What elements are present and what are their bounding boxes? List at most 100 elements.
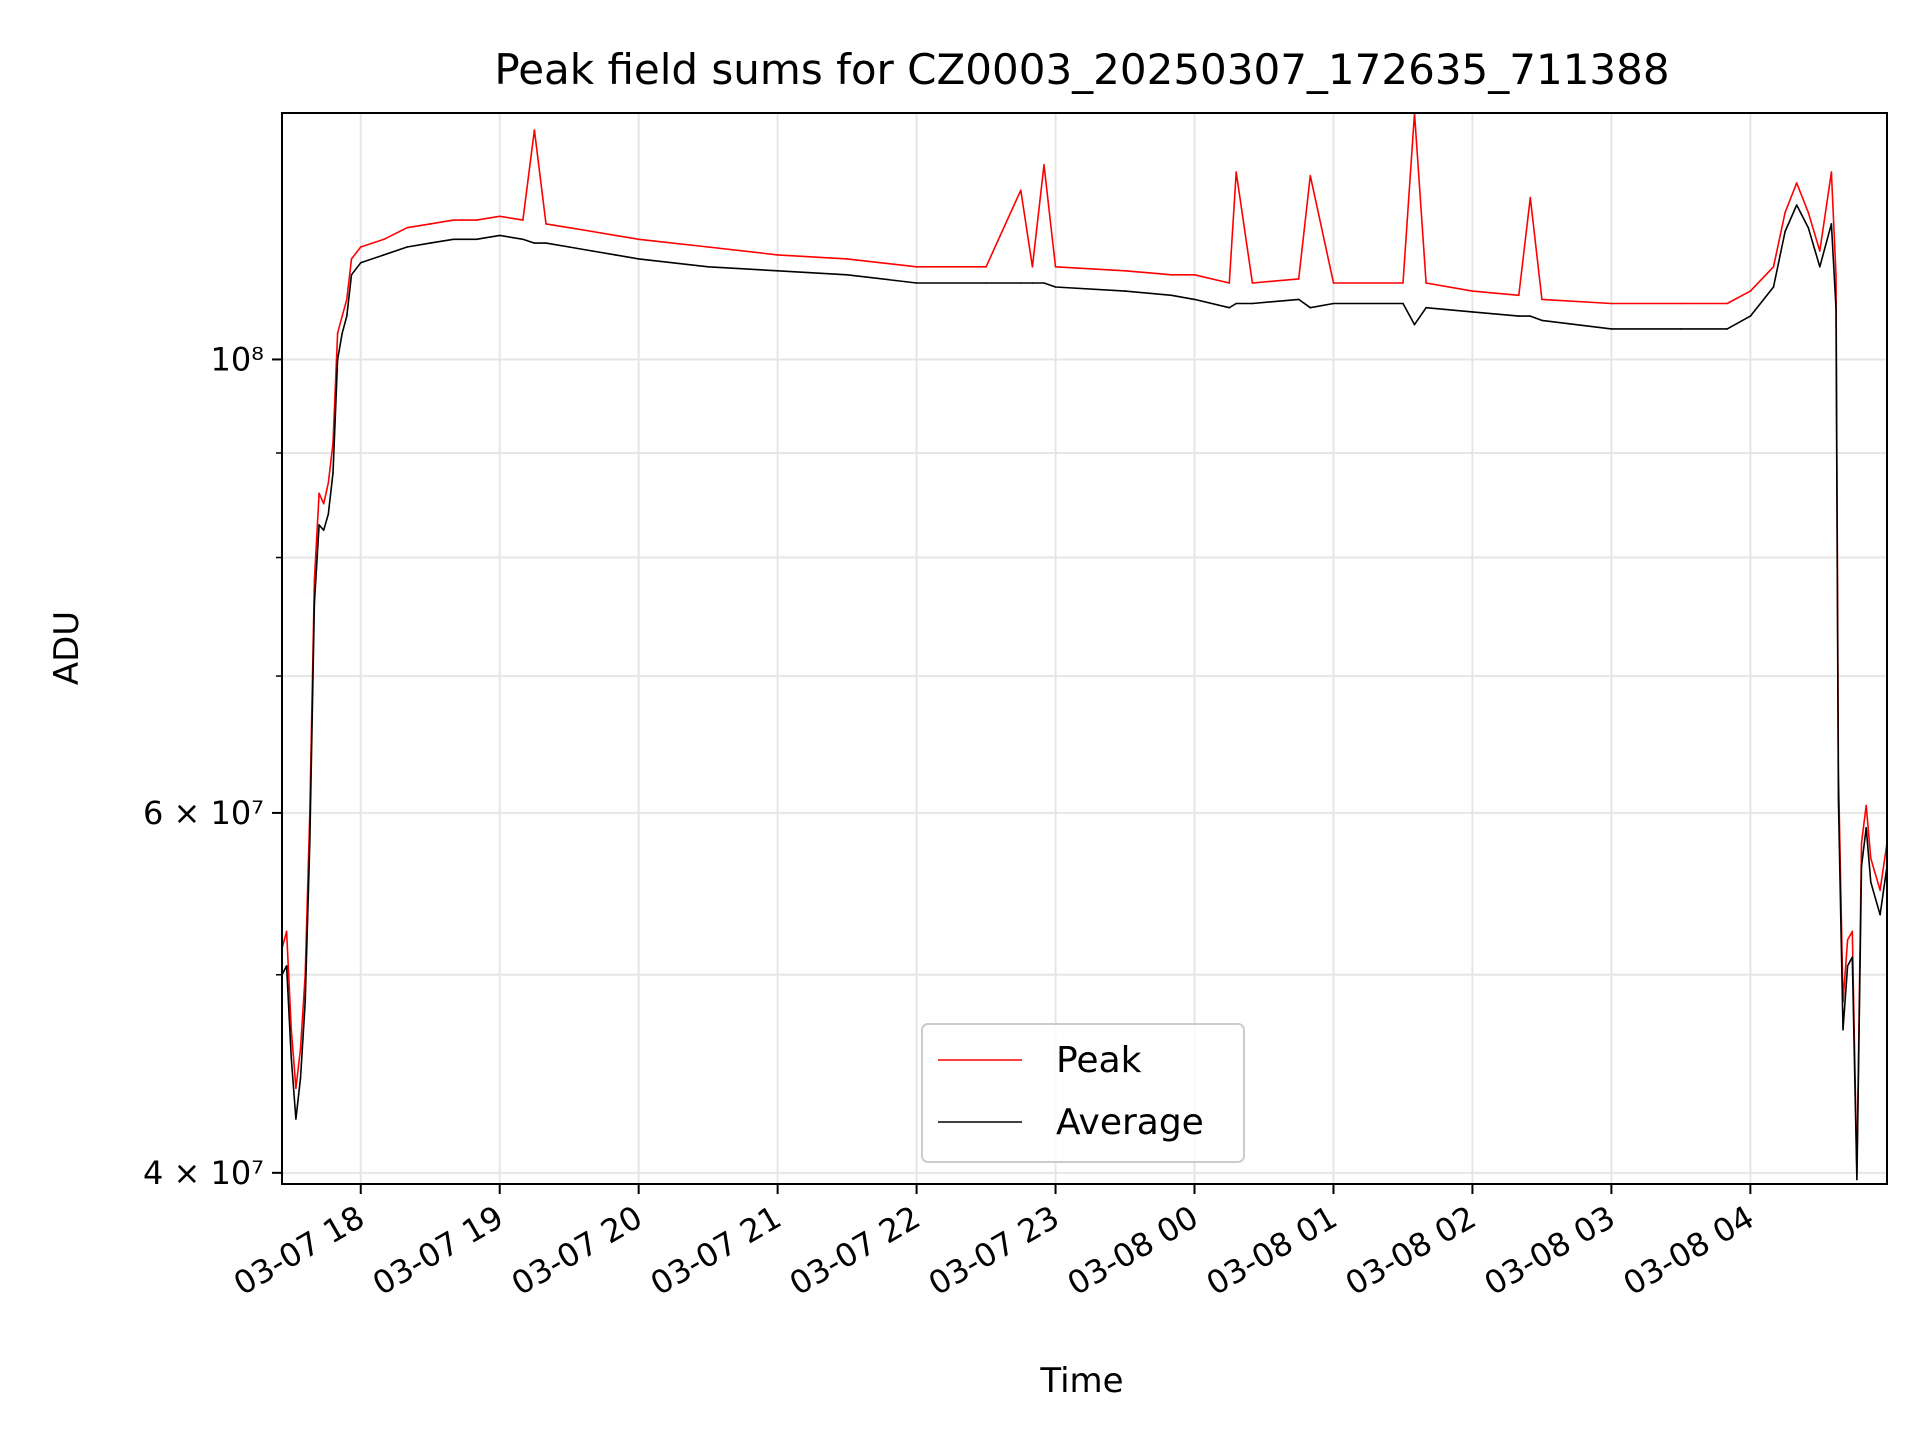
data-point-average — [1879, 913, 1881, 916]
data-point-average — [359, 262, 362, 264]
data-point-average — [1856, 1178, 1858, 1181]
y-axis-label: ADU — [47, 611, 87, 685]
data-point-average — [327, 513, 330, 515]
data-point-peak — [1043, 164, 1045, 166]
data-point-peak — [545, 223, 547, 225]
data-point-peak — [1870, 857, 1872, 860]
data-point-average — [406, 246, 408, 248]
data-point-average — [776, 270, 779, 272]
legend: Peak Average — [921, 1023, 1245, 1163]
data-point-peak — [1402, 282, 1404, 284]
data-point-average — [295, 1118, 297, 1120]
data-point-peak — [475, 219, 478, 221]
data-point-peak — [522, 219, 524, 221]
data-point-average — [1870, 881, 1872, 883]
data-point-average — [1842, 1028, 1844, 1031]
data-point-average — [1726, 328, 1728, 330]
data-point-peak — [985, 266, 987, 268]
data-point-peak — [1031, 266, 1034, 268]
data-point-average — [1518, 315, 1520, 317]
data-point-peak — [341, 315, 344, 317]
data-point-average — [1851, 956, 1854, 958]
data-point-average — [568, 246, 570, 248]
data-point-peak — [1425, 282, 1427, 284]
data-point-average — [1251, 302, 1254, 305]
data-point-average — [1795, 204, 1798, 206]
data-point-average — [1837, 797, 1840, 799]
data-point-average — [1529, 315, 1532, 317]
data-point-peak — [350, 258, 353, 260]
data-point-peak — [299, 1048, 302, 1050]
data-point-average — [332, 472, 334, 474]
data-point-peak — [1020, 189, 1022, 191]
data-point-average — [1680, 328, 1682, 330]
data-point-peak — [1518, 294, 1520, 297]
data-point-peak — [336, 332, 339, 335]
data-point-average — [1193, 298, 1196, 301]
data-point-average — [1031, 282, 1034, 284]
data-point-peak — [1309, 174, 1312, 177]
data-point-peak — [1726, 302, 1728, 305]
data-point-average — [1402, 302, 1404, 305]
data-point-peak — [1795, 182, 1798, 184]
data-point-peak — [346, 298, 348, 301]
data-point-peak — [1297, 278, 1300, 280]
data-point-peak — [1251, 282, 1254, 284]
data-point-peak — [359, 246, 362, 248]
data-point-peak — [1235, 171, 1237, 173]
data-point-average — [350, 274, 353, 276]
data-point-average — [1471, 311, 1474, 313]
data-point-peak — [1749, 290, 1752, 292]
data-point-peak — [1865, 804, 1867, 807]
data-point-peak — [1860, 842, 1863, 844]
data-point-peak — [846, 258, 848, 260]
data-point-average — [309, 842, 311, 844]
data-point-average — [1819, 266, 1821, 268]
data-point-peak — [915, 266, 918, 268]
data-point-peak — [614, 234, 617, 237]
data-point-peak — [1784, 211, 1786, 214]
chart-title: Peak field sums for CZ0003_20250307_1726… — [494, 45, 1669, 94]
data-point-peak — [1680, 302, 1682, 305]
data-point-average — [341, 332, 344, 335]
data-point-peak — [707, 246, 709, 248]
data-point-average — [383, 254, 385, 256]
data-point-average — [1846, 965, 1849, 967]
data-point-average — [1170, 294, 1173, 297]
data-point-peak — [1772, 266, 1775, 268]
data-point-average — [285, 965, 288, 967]
data-point-average — [1784, 230, 1786, 233]
data-point-peak — [383, 238, 385, 241]
data-point-average — [522, 238, 524, 241]
data-point-average — [1332, 302, 1335, 305]
data-point-average — [1610, 328, 1613, 330]
y-tick-label: 6 × 10⁷ — [143, 794, 264, 832]
data-point-average — [1235, 302, 1237, 305]
data-point-peak — [591, 230, 594, 233]
data-point-average — [475, 238, 478, 241]
x-axis-label: Time — [1039, 1361, 1123, 1401]
data-point-peak — [322, 502, 325, 505]
data-point-average — [533, 242, 536, 244]
data-point-average — [452, 238, 455, 241]
data-point-peak — [568, 226, 570, 229]
data-point-peak — [406, 226, 408, 229]
data-point-peak — [1193, 274, 1196, 276]
data-point-average — [846, 274, 848, 276]
data-point-peak — [637, 238, 640, 241]
data-point-peak — [1054, 266, 1057, 268]
data-point-peak — [313, 579, 316, 581]
data-point-peak — [533, 129, 536, 131]
data-point-average — [1124, 290, 1126, 292]
data-point-average — [1860, 865, 1863, 868]
data-point-peak — [318, 492, 320, 495]
legend-label-peak: Peak — [1056, 1040, 1142, 1081]
data-point-peak — [290, 1028, 293, 1031]
data-point-average — [304, 1001, 307, 1003]
data-point-average — [1807, 226, 1810, 229]
series-lines — [282, 113, 1887, 1181]
y-tick-label: 10⁸ — [210, 340, 264, 378]
data-point-average — [322, 529, 325, 531]
